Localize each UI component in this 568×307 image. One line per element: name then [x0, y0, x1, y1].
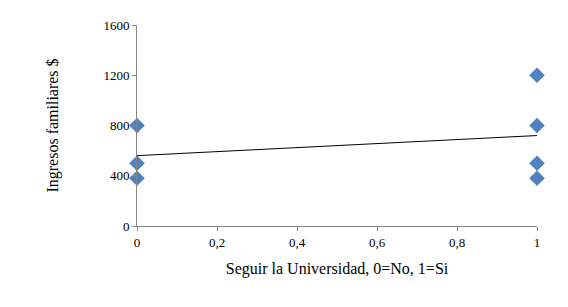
svg-text:1600: 1600: [103, 18, 129, 33]
svg-text:1: 1: [534, 235, 541, 250]
svg-text:800: 800: [110, 118, 130, 133]
svg-text:0,2: 0,2: [209, 235, 225, 250]
svg-text:0,8: 0,8: [449, 235, 465, 250]
svg-text:400: 400: [110, 168, 130, 183]
svg-text:1200: 1200: [103, 68, 129, 83]
svg-text:Ingresos familiares $: Ingresos familiares $: [44, 58, 62, 192]
svg-text:0: 0: [123, 219, 130, 234]
svg-text:0,4: 0,4: [289, 235, 306, 250]
svg-text:0: 0: [134, 235, 141, 250]
svg-text:0,6: 0,6: [369, 235, 386, 250]
svg-text:Seguir la Universidad, 0=No, 1: Seguir la Universidad, 0=No, 1=Si: [226, 260, 449, 278]
